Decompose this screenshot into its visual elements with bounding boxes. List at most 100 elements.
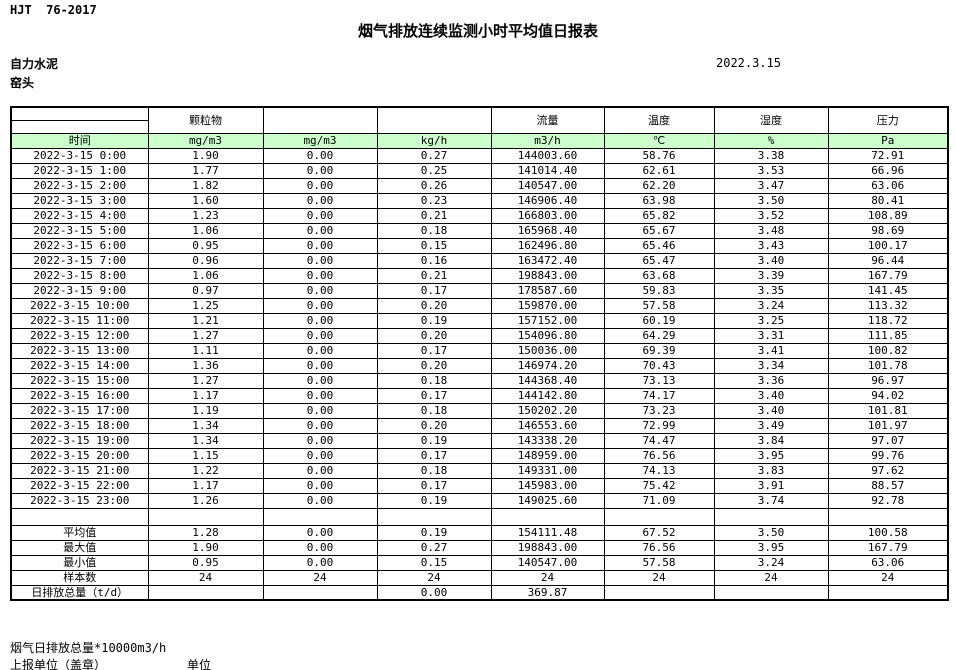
summary-value-cell: 0.15: [376, 554, 492, 571]
summary-value-cell: 24: [147, 569, 264, 586]
time-cell: 2022-3-15 23:00: [10, 492, 149, 509]
value-cell: 72.91: [827, 147, 949, 164]
value-cell: 66.96: [827, 162, 949, 179]
value-cell: 165968.40: [490, 222, 605, 239]
value-cell: 65.82: [603, 207, 715, 224]
value-cell: 162496.80: [490, 237, 605, 254]
value-cell: 145983.00: [490, 477, 605, 494]
value-cell: 1.34: [147, 432, 264, 449]
unit-header-cell: kg/h: [376, 132, 492, 149]
summary-value-cell: 24: [490, 569, 605, 586]
value-cell: 3.84: [713, 432, 829, 449]
time-cell: 2022-3-15 14:00: [10, 357, 149, 374]
summary-value-cell: [147, 584, 264, 601]
value-cell: 0.23: [376, 192, 492, 209]
table-row: 2022-3-15 10:00 1.25 0.00 0.20 159870.00 57.5…: [10, 297, 949, 314]
time-cell: 2022-3-15 9:00: [10, 282, 149, 299]
value-cell: 3.53: [713, 162, 829, 179]
value-cell: 1.15: [147, 447, 264, 464]
value-cell: 57.58: [603, 297, 715, 314]
table-row: 2022-3-15 9:00 0.97 0.00 0.17 178587.60 59.83…: [10, 282, 949, 299]
value-cell: 144368.40: [490, 372, 605, 389]
value-cell: 65.47: [603, 252, 715, 269]
value-cell: 71.09: [603, 492, 715, 509]
time-cell: 2022-3-15 18:00: [10, 417, 149, 434]
summary-value-cell: 0.00: [376, 584, 492, 601]
time-cell: 2022-3-15 6:00: [10, 237, 149, 254]
time-cell: 2022-3-15 0:00: [10, 147, 149, 164]
value-cell: 3.40: [713, 252, 829, 269]
summary-value-cell: 3.95: [713, 539, 829, 556]
table-row: 2022-3-15 14:00 1.36 0.00 0.20 146974.20 70.4…: [10, 357, 949, 374]
value-cell: 0.00: [262, 297, 378, 314]
value-cell: 65.46: [603, 237, 715, 254]
value-cell: 64.29: [603, 327, 715, 344]
monitoring-table: 颗粒物 流量 温度 湿度 压力 时间 mg/m3 mg/m3 kg/h m3/h ℃% Pa…: [10, 106, 949, 601]
summary-row-daily-total: 日排放总量（t/d） 0.00 369.87: [10, 584, 949, 601]
value-cell: 1.06: [147, 222, 264, 239]
value-cell: 0.18: [376, 222, 492, 239]
unit-header-cell: m3/h: [490, 132, 605, 149]
summary-value-cell: 57.58: [603, 554, 715, 571]
value-cell: 3.41: [713, 342, 829, 359]
spacer-cell: [713, 507, 829, 526]
group-header-flow: 流量: [490, 106, 605, 134]
summary-value-cell: 369.87: [490, 584, 605, 601]
value-cell: 70.43: [603, 357, 715, 374]
standard-code: HJT 76-2017: [10, 3, 97, 17]
value-cell: 63.68: [603, 267, 715, 284]
value-cell: 0.00: [262, 492, 378, 509]
value-cell: 0.97: [147, 282, 264, 299]
value-cell: 69.39: [603, 342, 715, 359]
value-cell: 163472.40: [490, 252, 605, 269]
summary-value-cell: [827, 584, 949, 601]
unit-header-cell: Pa: [827, 132, 949, 149]
table-row: 2022-3-15 3:00 1.60 0.00 0.23 146906.40 63.98…: [10, 192, 949, 209]
value-cell: 80.41: [827, 192, 949, 209]
value-cell: 0.00: [262, 372, 378, 389]
summary-label: 最小值: [10, 554, 149, 571]
summary-label: 样本数: [10, 569, 149, 586]
time-cell: 2022-3-15 22:00: [10, 477, 149, 494]
table-row: 2022-3-15 1:00 1.77 0.00 0.25 141014.40 62.61…: [10, 162, 949, 179]
value-cell: 0.20: [376, 297, 492, 314]
value-cell: 96.97: [827, 372, 949, 389]
value-cell: 1.27: [147, 372, 264, 389]
report-unit-label: 上报单位（盖章）: [10, 658, 107, 670]
value-cell: 0.17: [376, 282, 492, 299]
value-cell: 140547.00: [490, 177, 605, 194]
value-cell: 1.36: [147, 357, 264, 374]
time-cell: 2022-3-15 17:00: [10, 402, 149, 419]
time-cell: 2022-3-15 13:00: [10, 342, 149, 359]
value-cell: 0.00: [262, 147, 378, 164]
value-cell: 74.47: [603, 432, 715, 449]
value-cell: 146974.20: [490, 357, 605, 374]
value-cell: 0.00: [262, 222, 378, 239]
value-cell: 144142.80: [490, 387, 605, 404]
summary-value-cell: [603, 584, 715, 601]
summary-value-cell: 154111.48: [490, 524, 605, 541]
value-cell: 154096.80: [490, 327, 605, 344]
value-cell: 0.17: [376, 477, 492, 494]
unit-header-row: 时间 mg/m3 mg/m3 kg/h m3/h ℃% Pa: [10, 132, 949, 149]
value-cell: 0.00: [262, 447, 378, 464]
summary-value-cell: 67.52: [603, 524, 715, 541]
value-cell: 167.79: [827, 267, 949, 284]
table-row: 2022-3-15 13:00 1.11 0.00 0.17 150036.00 69.3…: [10, 342, 949, 359]
summary-value-cell: 0.27: [376, 539, 492, 556]
summary-row-max: 最大值 1.90 0.00 0.27 198843.00 76.56 3.95 167.79: [10, 539, 949, 556]
table-row: 2022-3-15 7:00 0.96 0.00 0.16 163472.40 65.47…: [10, 252, 949, 269]
summary-row-sample-count: 样本数 24 24 24 24 24 24 24: [10, 569, 949, 586]
table-row: 2022-3-15 4:00 1.23 0.00 0.21 166803.00 65.82…: [10, 207, 949, 224]
table-row: 2022-3-15 0:00 1.90 0.00 0.27 144003.60 58.76…: [10, 147, 949, 164]
value-cell: 3.31: [713, 327, 829, 344]
value-cell: 1.06: [147, 267, 264, 284]
spacer-cell: [603, 507, 715, 526]
value-cell: 0.00: [262, 357, 378, 374]
value-cell: 166803.00: [490, 207, 605, 224]
value-cell: 0.95: [147, 237, 264, 254]
summary-value-cell: 167.79: [827, 539, 949, 556]
spacer-cell: [376, 507, 492, 526]
value-cell: 62.20: [603, 177, 715, 194]
value-cell: 63.06: [827, 177, 949, 194]
